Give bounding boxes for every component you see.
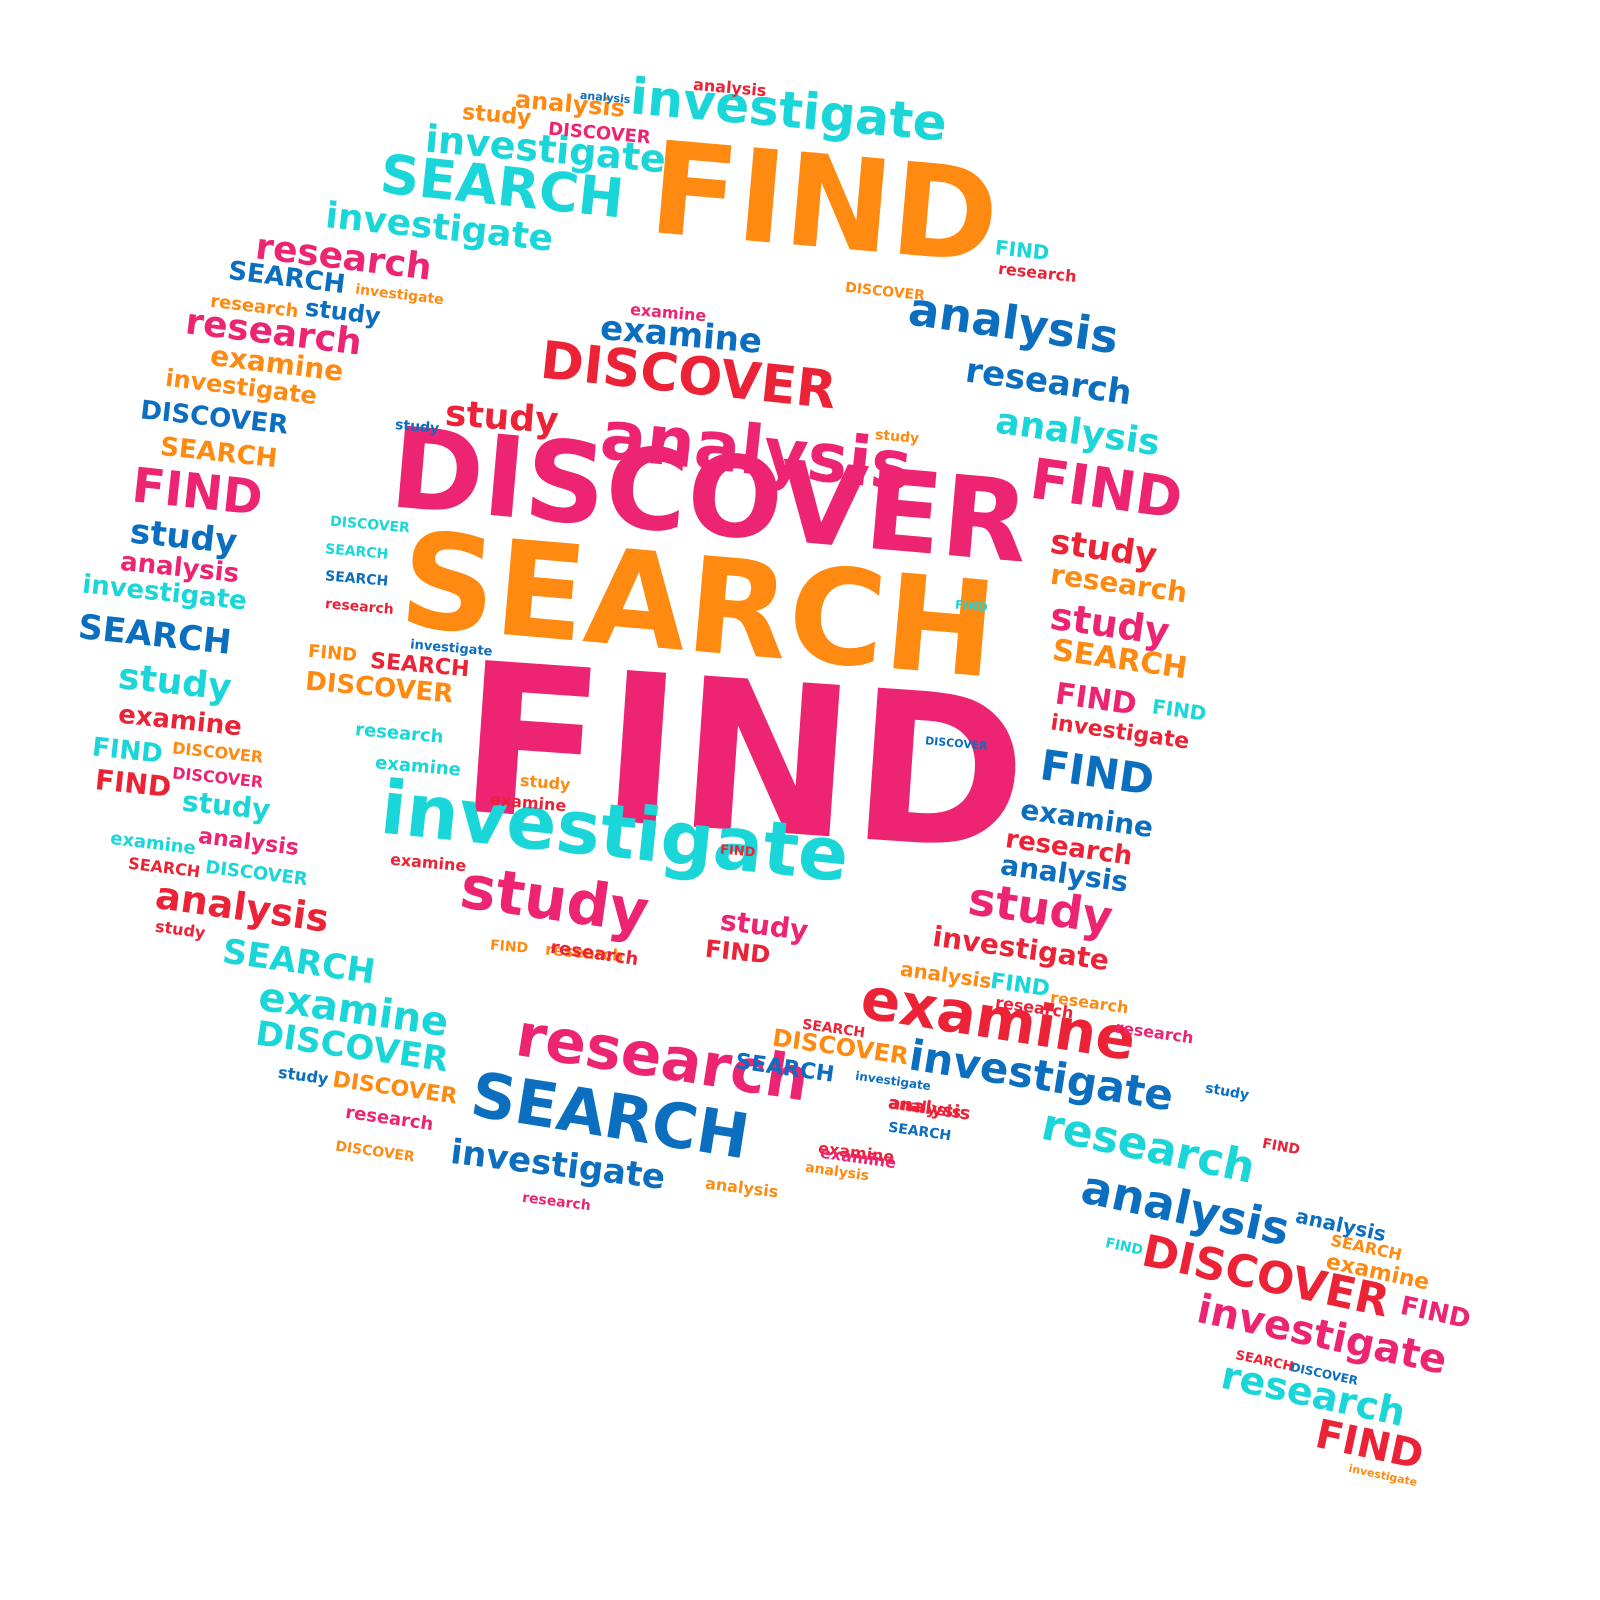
word: FIND: [644, 114, 1005, 293]
word: FIND: [954, 597, 989, 615]
word: study: [519, 770, 572, 795]
word: FIND: [1026, 446, 1187, 533]
word: SEARCH: [1050, 632, 1190, 687]
word: SEARCH: [324, 568, 389, 590]
word: analysis: [704, 1173, 780, 1202]
word: FIND: [719, 842, 756, 861]
word: DISCOVER: [334, 1138, 416, 1166]
word: FIND: [307, 640, 358, 667]
word: FIND: [93, 763, 173, 804]
word: study: [276, 1062, 330, 1089]
word: research: [521, 1189, 592, 1215]
word: DISCOVER: [171, 738, 265, 767]
word: study: [1203, 1080, 1251, 1104]
word: SEARCH: [324, 541, 389, 563]
word: analysis: [196, 823, 301, 862]
word: research: [344, 1101, 435, 1136]
word: analysis: [887, 1092, 972, 1125]
word: FIND: [1397, 1290, 1474, 1336]
word: study: [443, 393, 560, 442]
word: examine: [109, 827, 197, 860]
word: SEARCH: [887, 1119, 953, 1145]
word: FIND: [489, 937, 529, 957]
word: FIND: [703, 934, 772, 970]
word: FIND: [1037, 740, 1158, 805]
word: research: [354, 719, 445, 748]
word: examine: [389, 849, 468, 876]
word: SEARCH: [76, 607, 234, 663]
word: study: [153, 916, 207, 943]
word: study: [394, 417, 440, 437]
word: study: [116, 656, 234, 709]
word: research: [324, 596, 395, 618]
word: FIND: [1103, 1235, 1145, 1259]
word: study: [874, 427, 920, 447]
word: FIND: [1150, 694, 1208, 726]
word: analysis: [905, 281, 1122, 365]
word: FIND: [1260, 1135, 1302, 1159]
word: study: [461, 100, 533, 131]
word: study: [180, 784, 272, 827]
word: research: [997, 258, 1078, 287]
